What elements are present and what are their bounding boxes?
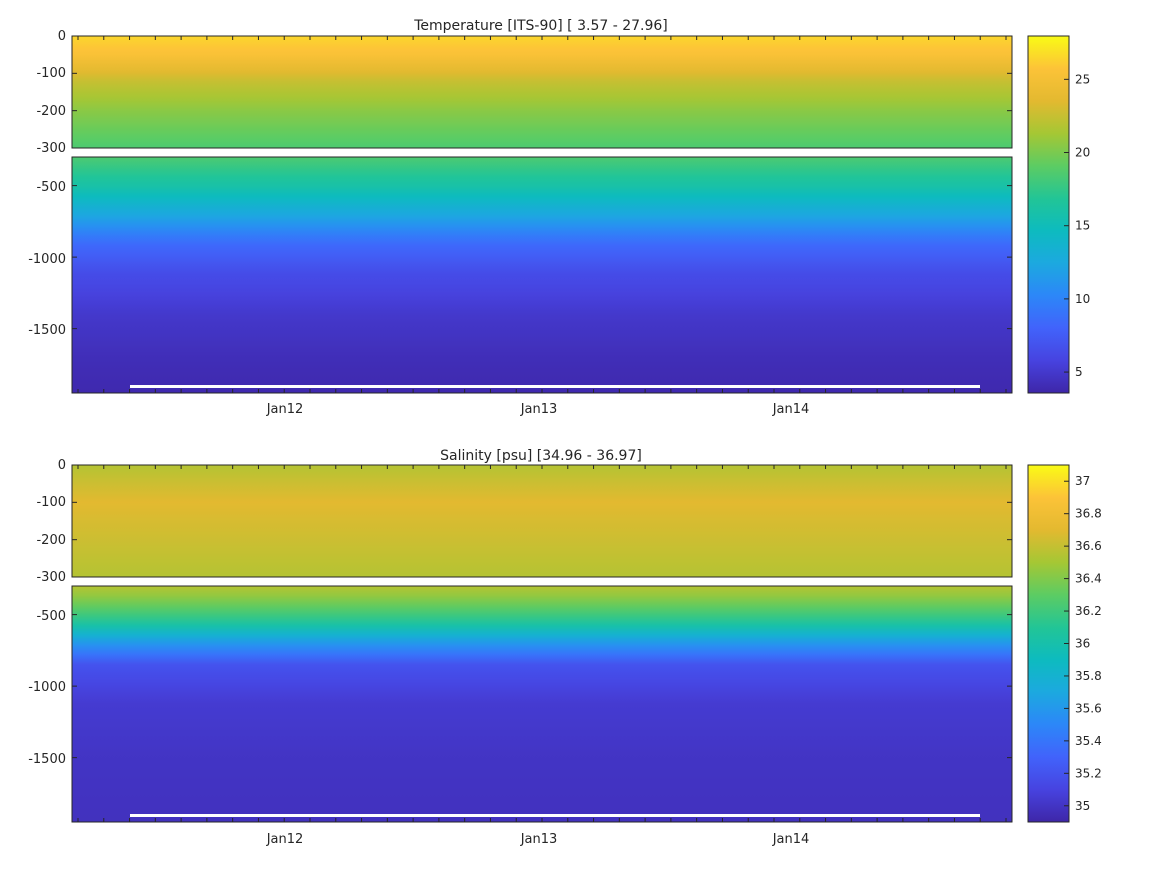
temperature-lower-y-axis: -500 -1000 -1500 <box>28 180 66 338</box>
colorbar-tick-label: 5 <box>1075 365 1083 379</box>
y-tick-label: -200 <box>36 533 66 548</box>
temperature-colorbar-gradient <box>1028 36 1069 393</box>
salinity-lower-panel: -500 -1000 -1500 Jan12 Jan13 Jan14 <box>28 585 1013 847</box>
y-tick-label: -300 <box>36 570 66 585</box>
salinity-colorbar-gradient <box>1028 465 1069 822</box>
colorbar-tick-label: 36.2 <box>1075 604 1102 618</box>
x-tick-label: Jan14 <box>772 832 810 847</box>
temperature-upper-y-axis: 0 -100 -200 -300 <box>36 29 66 156</box>
temperature-colorbar-frame <box>1027 35 1070 394</box>
colorbar-tick-label: 36.8 <box>1075 507 1102 521</box>
temperature-colorbar-ticks: 5 10 15 20 25 <box>1064 72 1090 379</box>
y-tick-label: -1500 <box>28 323 66 338</box>
colorbar-tick-label: 35.8 <box>1075 669 1102 683</box>
colorbar-tick-label: 15 <box>1075 219 1090 233</box>
salinity-upper-field <box>72 465 1012 577</box>
salinity-lower-field <box>72 586 1012 822</box>
x-tick-label: Jan12 <box>266 832 304 847</box>
salinity-figure: Salinity [psu] [34.96 - 36.97] 0 -100 -2… <box>28 448 1102 847</box>
y-tick-label: -1500 <box>28 752 66 767</box>
temperature-upper-panel: 0 -100 -200 -300 <box>36 29 1013 156</box>
colorbar-tick-label: 35 <box>1075 799 1090 813</box>
x-tick-label: Jan14 <box>772 402 810 417</box>
colorbar-tick-label: 20 <box>1075 146 1090 160</box>
salinity-colorbar: 35 35.2 35.4 35.6 35.8 36 36.2 36.4 36.6 36.8 37 <box>1027 464 1102 823</box>
y-tick-label: -100 <box>36 66 66 81</box>
colorbar-tick-label: 25 <box>1075 72 1090 86</box>
temperature-lower-panel: -500 -1000 -1500 Jan12 Jan13 Jan14 <box>28 156 1013 417</box>
y-tick-label: -300 <box>36 141 66 156</box>
salinity-upper-y-axis: 0 -100 -200 -300 <box>36 458 66 585</box>
colorbar-tick-label: 36.4 <box>1075 572 1102 586</box>
y-tick-label: 0 <box>58 29 66 44</box>
y-tick-label: -500 <box>36 180 66 195</box>
temperature-title: Temperature [ITS-90] [ 3.57 - 27.96] <box>413 18 668 34</box>
no-data-strip <box>130 385 980 388</box>
salinity-x-axis: Jan12 Jan13 Jan14 <box>266 832 810 847</box>
panel-tick-marks <box>72 464 1012 822</box>
colorbar-tick-label: 36 <box>1075 637 1090 651</box>
y-tick-label: -1000 <box>28 680 66 695</box>
salinity-upper-panel: 0 -100 -200 -300 <box>36 458 1013 585</box>
colorbar-tick-label: 35.6 <box>1075 701 1102 715</box>
temperature-upper-field <box>72 36 1012 148</box>
temperature-figure: Temperature [ITS-90] [ 3.57 - 27.96] 0 -… <box>28 18 1090 417</box>
colorbar-tick-label: 37 <box>1075 474 1090 488</box>
x-tick-label: Jan12 <box>266 402 304 417</box>
panel-tick-marks <box>72 35 1012 393</box>
salinity-colorbar-ticks: 35 35.2 35.4 35.6 35.8 36 36.2 36.4 36.6 36.8 37 <box>1064 474 1102 813</box>
x-tick-label: Jan13 <box>520 402 558 417</box>
x-tick-label: Jan13 <box>520 832 558 847</box>
colorbar-tick-label: 36.6 <box>1075 539 1102 553</box>
colorbar-tick-label: 35.2 <box>1075 766 1102 780</box>
y-tick-label: -500 <box>36 609 66 624</box>
y-tick-label: -200 <box>36 104 66 119</box>
temperature-lower-field <box>72 157 1012 393</box>
temperature-colorbar: 5 10 15 20 25 <box>1027 35 1090 394</box>
y-tick-label: -1000 <box>28 252 66 267</box>
temperature-x-axis: Jan12 Jan13 Jan14 <box>266 402 810 417</box>
y-tick-label: -100 <box>36 495 66 510</box>
no-data-strip <box>130 814 980 817</box>
y-tick-label: 0 <box>58 458 66 473</box>
colorbar-tick-label: 10 <box>1075 292 1090 306</box>
salinity-title: Salinity [psu] [34.96 - 36.97] <box>440 448 642 464</box>
colorbar-tick-label: 35.4 <box>1075 734 1102 748</box>
salinity-lower-y-axis: -500 -1000 -1500 <box>28 609 66 767</box>
